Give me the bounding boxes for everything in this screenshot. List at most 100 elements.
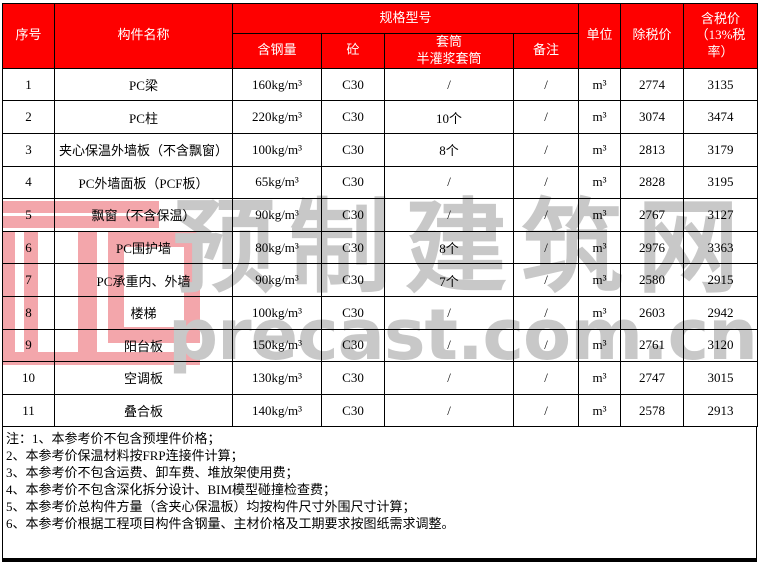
cell-price-inc-tax: 2913 bbox=[683, 393, 759, 428]
cell-price-ex-tax: 2813 bbox=[620, 132, 685, 167]
cell-price-inc-tax: 3363 bbox=[683, 230, 759, 265]
cell-price-ex-tax: 2767 bbox=[620, 198, 685, 232]
header-remark: 备注 bbox=[512, 33, 580, 69]
header-price-ex-tax: 除税价 bbox=[620, 3, 685, 69]
cell-serial: 9 bbox=[2, 328, 55, 363]
cell-concrete: C30 bbox=[321, 393, 385, 428]
cell-remark: / bbox=[512, 67, 580, 102]
cell-remark: / bbox=[512, 328, 580, 363]
footnote-line: 注：1、本参考价不包含预埋件价格； bbox=[6, 431, 221, 447]
cell-concrete: C30 bbox=[321, 165, 385, 200]
cell-remark: / bbox=[512, 100, 580, 134]
cell-sleeve: 10个 bbox=[384, 100, 514, 134]
cell-price-ex-tax: 2747 bbox=[620, 361, 685, 395]
cell-price-ex-tax: 2761 bbox=[620, 328, 685, 363]
cell-component-name: PC梁 bbox=[54, 67, 233, 102]
footnotes: 注：1、本参考价不包含预埋件价格； 2、本参考价保温材料按FRP连接件计算； 3… bbox=[2, 427, 757, 562]
cell-steel: 80kg/m³ bbox=[232, 230, 322, 265]
cell-steel: 90kg/m³ bbox=[232, 198, 322, 232]
cell-price-inc-tax: 3120 bbox=[683, 328, 759, 363]
cell-sleeve: / bbox=[384, 393, 514, 428]
cell-serial: 6 bbox=[2, 230, 55, 265]
cell-serial: 11 bbox=[2, 393, 55, 428]
cell-unit: m³ bbox=[578, 67, 622, 102]
cell-unit: m³ bbox=[578, 100, 622, 134]
cell-remark: / bbox=[512, 295, 580, 330]
footnote-line: 3、本参考价不包含运费、卸车费、堆放架使用费； bbox=[6, 465, 299, 481]
cell-serial: 10 bbox=[2, 361, 55, 395]
cell-unit: m³ bbox=[578, 198, 622, 232]
cell-price-inc-tax: 3127 bbox=[683, 198, 759, 232]
cell-steel: 65kg/m³ bbox=[232, 165, 322, 200]
cell-price-ex-tax: 2774 bbox=[620, 67, 685, 102]
cell-unit: m³ bbox=[578, 165, 622, 200]
table-row: 9 阳台板 150kg/m³ C30 / / m³ 2761 3120 bbox=[2, 328, 759, 363]
cell-remark: / bbox=[512, 165, 580, 200]
cell-price-ex-tax: 2976 bbox=[620, 230, 685, 265]
cell-sleeve: / bbox=[384, 165, 514, 200]
table-row: 4 PC外墙面板（PCF板） 65kg/m³ C30 / / m³ 2828 3… bbox=[2, 165, 759, 200]
cell-component-name: 楼梯 bbox=[54, 295, 233, 330]
cell-concrete: C30 bbox=[321, 198, 385, 232]
cell-component-name: 空调板 bbox=[54, 361, 233, 395]
cell-price-ex-tax: 2580 bbox=[620, 263, 685, 297]
cell-sleeve: / bbox=[384, 67, 514, 102]
cell-concrete: C30 bbox=[321, 230, 385, 265]
cell-steel: 140kg/m³ bbox=[232, 393, 322, 428]
footnote-line: 2、本参考价保温材料按FRP连接件计算； bbox=[6, 448, 244, 464]
header-serial: 序号 bbox=[2, 3, 55, 69]
cell-price-inc-tax: 2915 bbox=[683, 263, 759, 297]
cell-steel: 160kg/m³ bbox=[232, 67, 322, 102]
cell-remark: / bbox=[512, 393, 580, 428]
cell-concrete: C30 bbox=[321, 67, 385, 102]
cell-steel: 220kg/m³ bbox=[232, 100, 322, 134]
cell-concrete: C30 bbox=[321, 132, 385, 167]
cell-concrete: C30 bbox=[321, 328, 385, 363]
cell-component-name: PC承重内、外墙 bbox=[54, 263, 233, 297]
cell-serial: 3 bbox=[2, 132, 55, 167]
cell-price-inc-tax: 3015 bbox=[683, 361, 759, 395]
cell-steel: 100kg/m³ bbox=[232, 295, 322, 330]
cell-price-ex-tax: 2828 bbox=[620, 165, 685, 200]
header-steel-content: 含钢量 bbox=[232, 33, 322, 69]
header-unit: 单位 bbox=[578, 3, 622, 69]
cell-steel: 100kg/m³ bbox=[232, 132, 322, 167]
cell-unit: m³ bbox=[578, 132, 622, 167]
cell-unit: m³ bbox=[578, 230, 622, 265]
table-row: 7 PC承重内、外墙 90kg/m³ C30 7个 / m³ 2580 2915 bbox=[2, 263, 759, 297]
table-row: 11 叠合板 140kg/m³ C30 / / m³ 2578 2913 bbox=[2, 393, 759, 428]
cell-serial: 8 bbox=[2, 295, 55, 330]
table-row: 2 PC柱 220kg/m³ C30 10个 / m³ 3074 3474 bbox=[2, 100, 759, 134]
cell-component-name: PC柱 bbox=[54, 100, 233, 134]
cell-unit: m³ bbox=[578, 328, 622, 363]
cell-unit: m³ bbox=[578, 393, 622, 428]
cell-unit: m³ bbox=[578, 263, 622, 297]
cell-sleeve: / bbox=[384, 295, 514, 330]
cell-remark: / bbox=[512, 263, 580, 297]
cell-price-inc-tax: 2942 bbox=[683, 295, 759, 330]
table-row: 8 楼梯 100kg/m³ C30 / / m³ 2603 2942 bbox=[2, 295, 759, 330]
header-concrete: 砼 bbox=[321, 33, 385, 69]
cell-steel: 150kg/m³ bbox=[232, 328, 322, 363]
cell-price-inc-tax: 3474 bbox=[683, 100, 759, 134]
cell-remark: / bbox=[512, 132, 580, 167]
header-sleeve: 套筒 半灌浆套筒 bbox=[384, 33, 514, 69]
cell-price-inc-tax: 3135 bbox=[683, 67, 759, 102]
cell-serial: 7 bbox=[2, 263, 55, 297]
cell-serial: 1 bbox=[2, 67, 55, 102]
price-table: 序号 构件名称 规格型号 单位 除税价 含税价 （13%税 率） 含钢量 砼 套… bbox=[2, 3, 759, 428]
cell-serial: 5 bbox=[2, 198, 55, 232]
cell-serial: 4 bbox=[2, 165, 55, 200]
cell-component-name: PC外墙面板（PCF板） bbox=[54, 165, 233, 200]
table-row: 3 夹心保温外墙板（不含飘窗） 100kg/m³ C30 8个 / m³ 281… bbox=[2, 132, 759, 167]
cell-component-name: PC围护墙 bbox=[54, 230, 233, 265]
cell-unit: m³ bbox=[578, 295, 622, 330]
header-component-name: 构件名称 bbox=[54, 3, 233, 69]
cell-remark: / bbox=[512, 230, 580, 265]
cell-concrete: C30 bbox=[321, 263, 385, 297]
footnote-line: 6、本参考价根据工程项目构件含钢量、主材价格及工期要求按图纸需求调整。 bbox=[6, 516, 455, 532]
cell-serial: 2 bbox=[2, 100, 55, 134]
cell-component-name: 飘窗（不含保温） bbox=[54, 198, 233, 232]
table-row: 5 飘窗（不含保温） 90kg/m³ C30 / / m³ 2767 3127 bbox=[2, 198, 759, 232]
